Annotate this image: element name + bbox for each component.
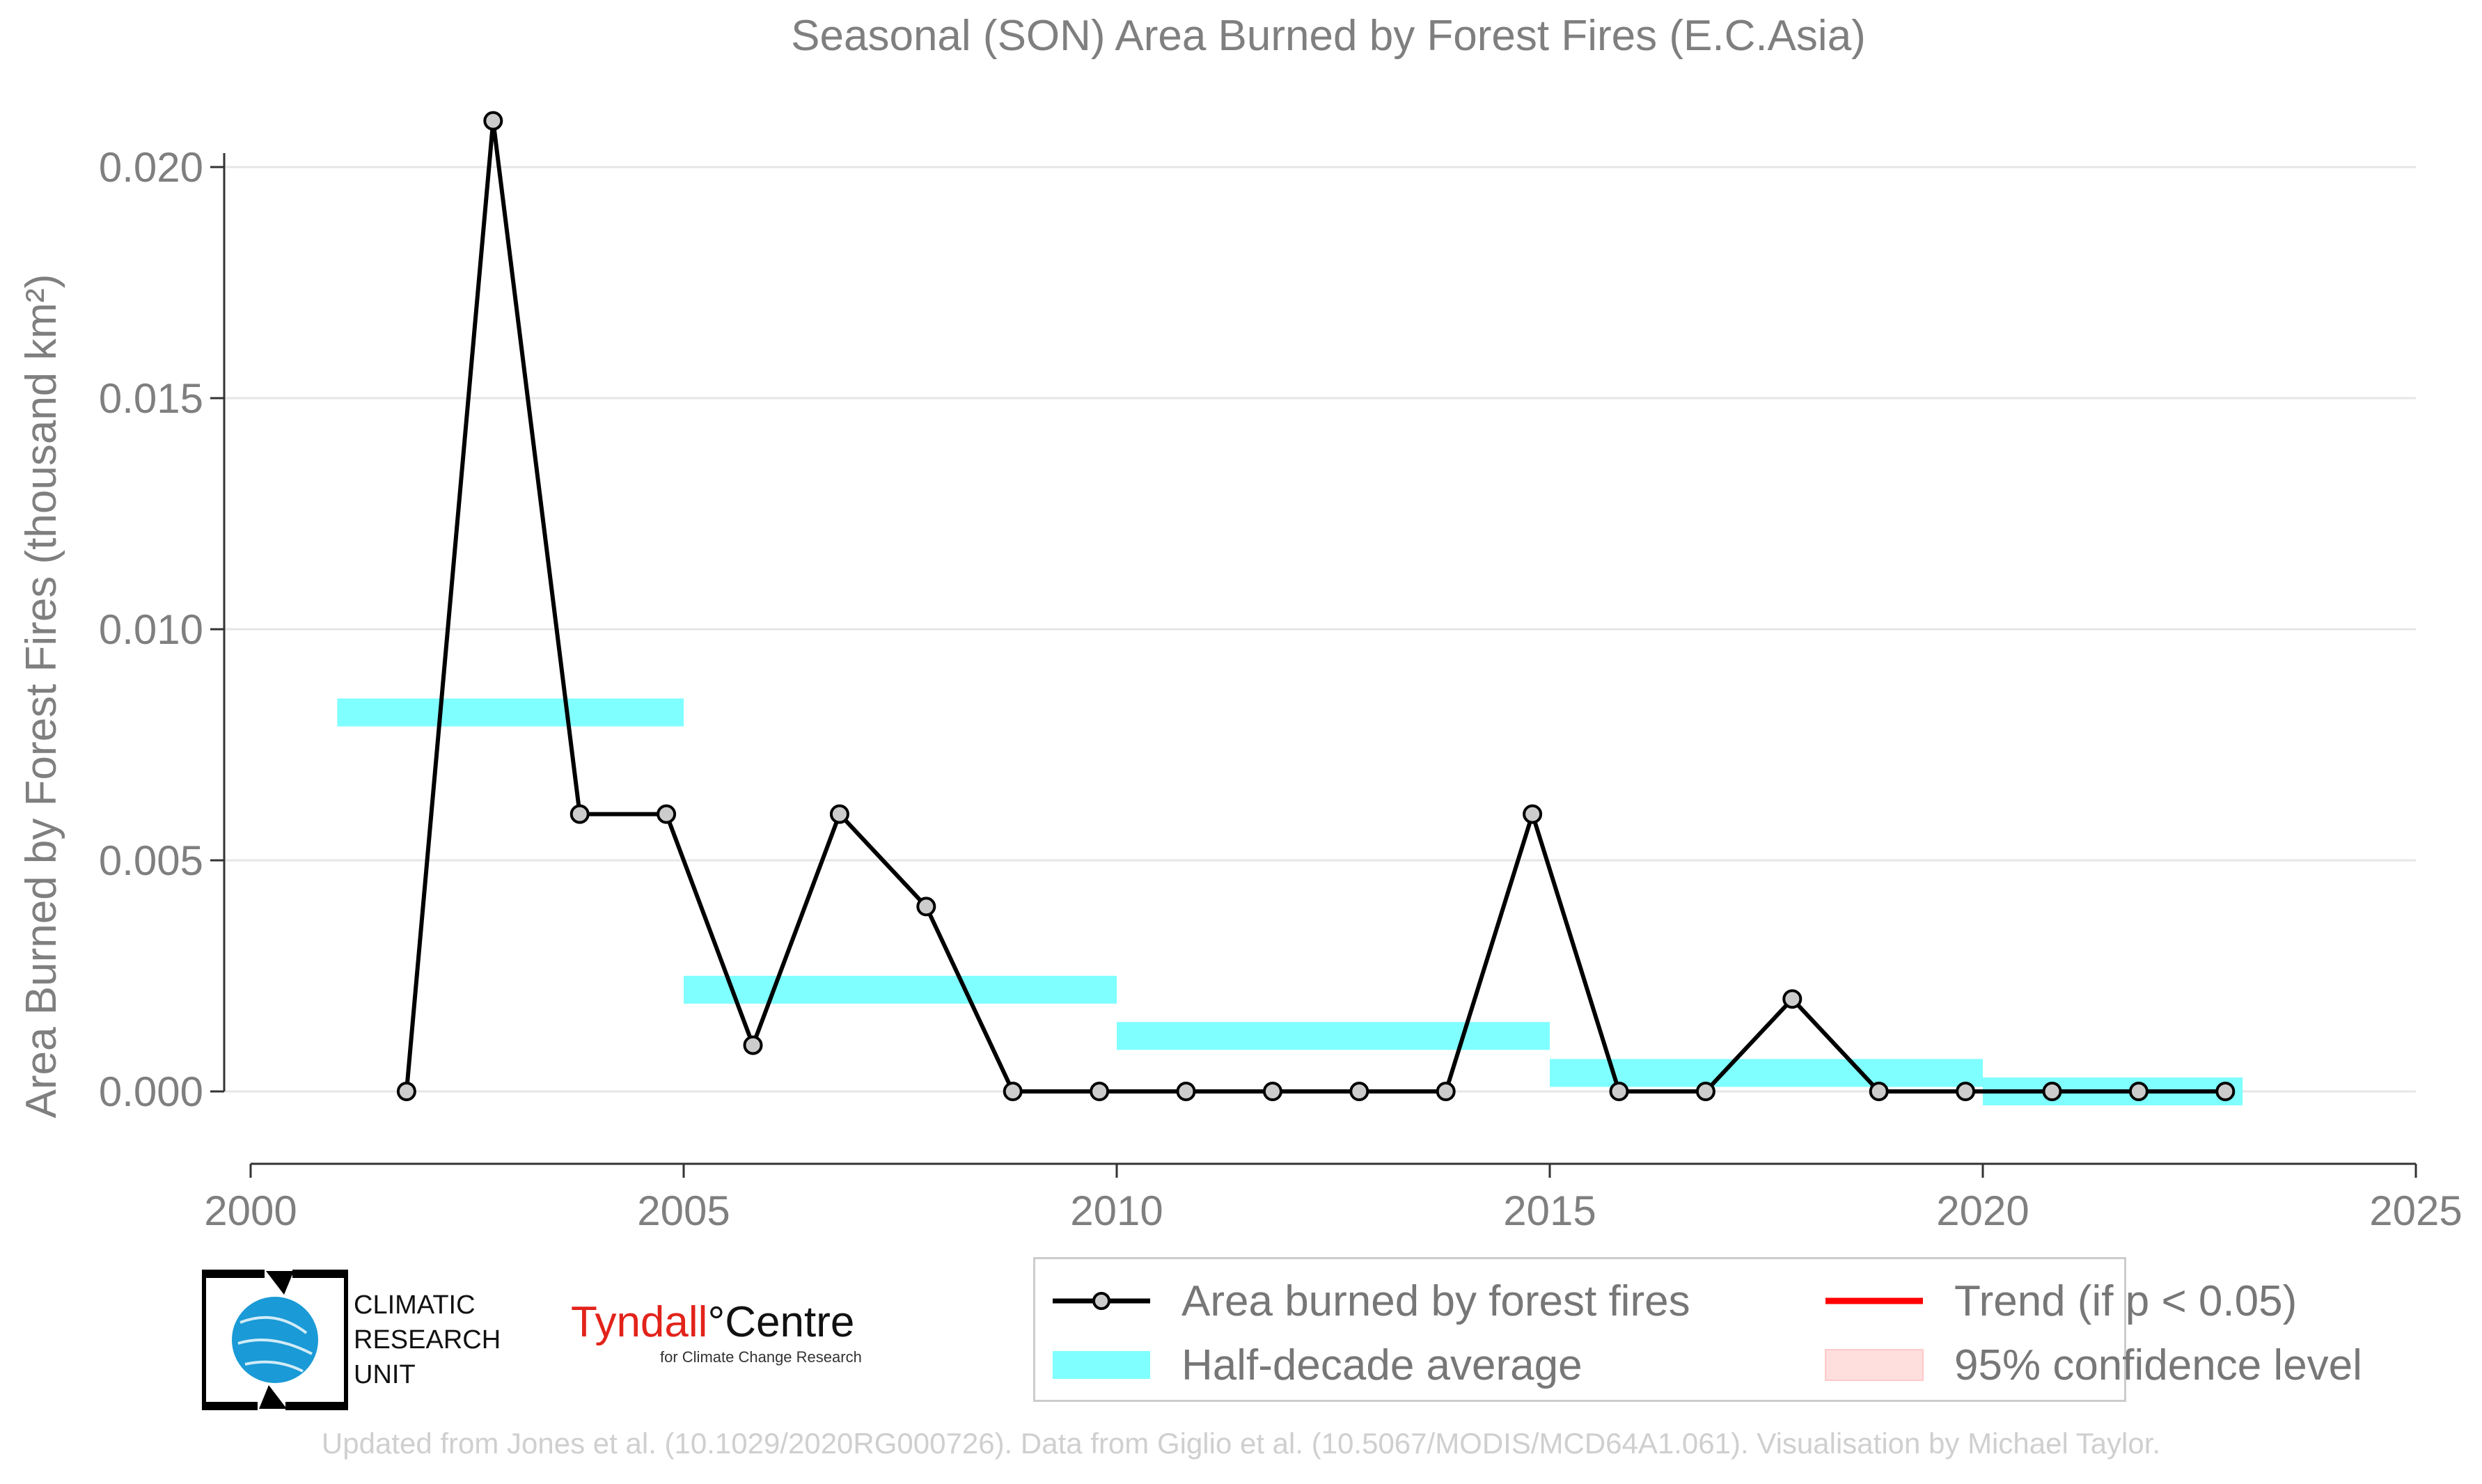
y-tick-label: 0.005 [99, 837, 203, 884]
data-point [1003, 1082, 1023, 1101]
series-line [404, 118, 2226, 1094]
data-point [570, 804, 590, 824]
legend-item-average: Half-decade average [1049, 1337, 1582, 1393]
legend: Area burned by forest fires Half-decade … [1033, 1257, 2362, 1402]
legend-label-trend: Trend (if p < 0.05) [1954, 1277, 2298, 1325]
tyndall-logo: Tyndall°Centre for Climate Change Resear… [571, 1298, 863, 1375]
y-tick-labels: 0.000 0.005 0.010 0.015 0.020 [99, 144, 203, 1115]
tyndall-word: Tyndall [571, 1298, 708, 1346]
legend-avg-swatch-icon [1053, 1351, 1150, 1379]
x-tick-label: 2025 [2369, 1187, 2462, 1234]
legend-item-trend: Trend (if p < 0.05) [1822, 1273, 2297, 1329]
data-point [1176, 1082, 1196, 1101]
data-point [1090, 1082, 1110, 1101]
legend-label-average: Half-decade average [1181, 1341, 1582, 1389]
data-point [829, 804, 849, 824]
data-point [916, 897, 936, 917]
credit-line: Updated from Jones et al. (10.1029/2020R… [321, 1427, 2161, 1460]
data-point [1436, 1082, 1456, 1101]
data-point [483, 111, 503, 131]
legend-label-area: Area burned by forest fires [1181, 1277, 1690, 1325]
half-decade-average-bar [684, 975, 1117, 1004]
y-tick-label: 0.020 [99, 144, 203, 191]
y-tick-label: 0.000 [99, 1068, 203, 1115]
axes [210, 153, 2417, 1178]
tyndall-centre: Centre [725, 1298, 855, 1346]
tyndall-subtitle: for Climate Change Research [660, 1348, 862, 1366]
cru-line-2: RESEARCH [354, 1325, 501, 1355]
legend-line-marker-icon [1053, 1292, 1150, 1310]
chart-title: Seasonal (SON) Area Burned by Forest Fir… [791, 12, 1866, 60]
x-tick-label: 2005 [637, 1187, 730, 1234]
y-tick-label: 0.010 [99, 606, 203, 653]
series-line-path [404, 118, 2226, 1094]
cru-line-1: CLIMATIC [354, 1290, 476, 1320]
data-point [1523, 804, 1543, 824]
x-tick-label: 2010 [1070, 1187, 1163, 1234]
data-point [2215, 1082, 2236, 1101]
x-tick-label: 2015 [1503, 1187, 1596, 1234]
cru-line-3: UNIT [354, 1360, 416, 1389]
data-point [1695, 1082, 1715, 1101]
data-point [657, 804, 677, 824]
data-point [1262, 1082, 1282, 1101]
grid [223, 166, 2416, 1093]
legend-ci-swatch-icon [1825, 1349, 1924, 1381]
cru-logo: CLIMATIC RESEARCH UNIT [198, 1267, 529, 1413]
data-point [1956, 1082, 1976, 1101]
half-decade-average-bars [337, 698, 2243, 1105]
data-point [396, 1082, 416, 1101]
cru-globe-icon [198, 1270, 352, 1410]
chart: Seasonal (SON) Area Burned by Forest Fir… [17, 12, 2463, 1234]
data-point [2042, 1082, 2062, 1101]
legend-label-confidence: 95% confidence level [1954, 1341, 2362, 1389]
half-decade-average-bar [337, 698, 684, 727]
cru-logo-text: CLIMATIC RESEARCH UNIT [354, 1288, 501, 1392]
y-axis-label: Area Burned by Forest Fires (thousand km… [17, 274, 65, 1119]
half-decade-average-bar [1117, 1022, 1550, 1050]
data-point [743, 1035, 763, 1055]
x-tick-label: 2020 [1936, 1187, 2029, 1234]
tyndall-degree: ° [707, 1298, 725, 1346]
legend-item-area: Area burned by forest fires [1049, 1273, 1690, 1329]
data-point [2128, 1082, 2149, 1101]
legend-trend-line-icon [1825, 1297, 1923, 1304]
data-point [1782, 989, 1802, 1009]
legend-item-confidence: 95% confidence level [1822, 1337, 2362, 1393]
data-point [1609, 1082, 1629, 1101]
data-point [1869, 1082, 1889, 1101]
data-point [1349, 1082, 1369, 1101]
x-tick-labels: 2000 2005 2010 2015 2020 2025 [204, 1187, 2462, 1234]
y-tick-label: 0.015 [99, 375, 203, 422]
x-tick-label: 2000 [204, 1187, 297, 1234]
series-points [396, 111, 2236, 1101]
